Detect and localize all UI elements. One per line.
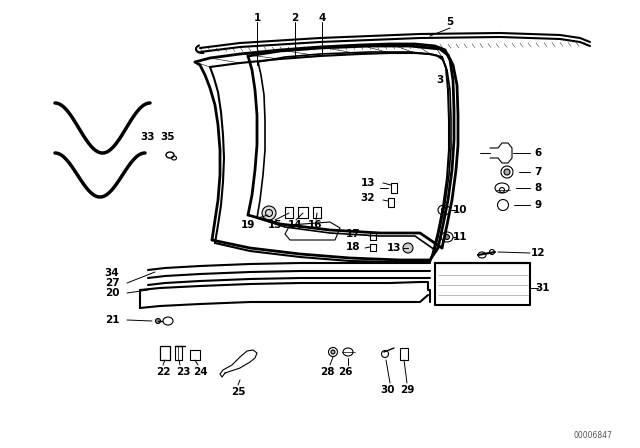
Text: 29: 29 — [400, 385, 414, 395]
Text: 6: 6 — [534, 148, 541, 158]
Text: 5: 5 — [446, 17, 454, 27]
Text: 30: 30 — [381, 385, 396, 395]
Ellipse shape — [156, 319, 161, 323]
Text: 11: 11 — [452, 232, 467, 242]
Text: 28: 28 — [320, 367, 334, 377]
Text: 27: 27 — [105, 278, 119, 288]
Text: 2: 2 — [291, 13, 299, 23]
Text: 15: 15 — [268, 220, 282, 230]
Ellipse shape — [403, 243, 413, 253]
Text: 16: 16 — [308, 220, 323, 230]
Text: 19: 19 — [241, 220, 255, 230]
Text: 1: 1 — [253, 13, 260, 23]
Text: 33: 33 — [141, 132, 156, 142]
Text: 34: 34 — [105, 268, 119, 278]
Text: 24: 24 — [193, 367, 207, 377]
Text: 13: 13 — [361, 178, 375, 188]
Text: 3: 3 — [436, 75, 444, 85]
Ellipse shape — [262, 206, 276, 220]
Text: 21: 21 — [105, 315, 119, 325]
Ellipse shape — [504, 169, 510, 175]
Text: 26: 26 — [338, 367, 352, 377]
Text: 31: 31 — [536, 283, 550, 293]
Ellipse shape — [331, 350, 335, 354]
Text: 25: 25 — [231, 387, 245, 397]
Ellipse shape — [445, 234, 449, 240]
Text: 22: 22 — [156, 367, 170, 377]
Text: 12: 12 — [531, 248, 545, 258]
Text: 17: 17 — [346, 229, 360, 239]
Text: 7: 7 — [534, 167, 541, 177]
Text: 00006847: 00006847 — [573, 431, 612, 439]
Text: 20: 20 — [105, 288, 119, 298]
Text: 10: 10 — [452, 205, 467, 215]
Ellipse shape — [442, 207, 447, 212]
Text: 23: 23 — [176, 367, 190, 377]
Text: 18: 18 — [346, 242, 360, 252]
Text: 35: 35 — [161, 132, 175, 142]
Text: 32: 32 — [361, 193, 375, 203]
Text: 14: 14 — [288, 220, 302, 230]
Text: 9: 9 — [534, 200, 541, 210]
Text: 13: 13 — [387, 243, 401, 253]
Text: 4: 4 — [318, 13, 326, 23]
Text: 8: 8 — [534, 183, 541, 193]
